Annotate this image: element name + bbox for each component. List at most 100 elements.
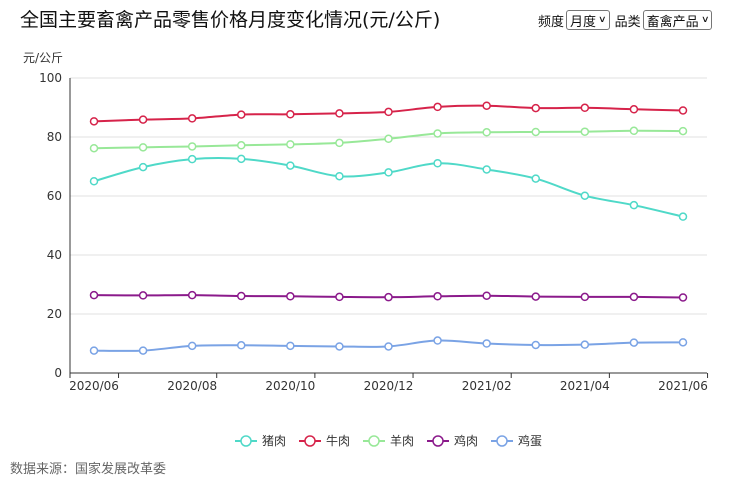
y-tick-label: 60 (47, 189, 62, 203)
data-point (286, 110, 295, 119)
chevron-down-icon: ∨ (598, 15, 607, 25)
data-point (482, 339, 491, 348)
frequency-label: 频度 (538, 14, 565, 30)
legend-label: 猪肉 (262, 434, 286, 448)
legend-item[interactable]: 鸡肉 (427, 433, 478, 448)
legend-label: 牛肉 (326, 433, 350, 448)
data-point (580, 103, 590, 113)
data-point (482, 128, 491, 137)
data-point (678, 212, 688, 221)
x-tick-label: 2020/06 (69, 379, 119, 393)
data-point (286, 292, 295, 301)
data-point (482, 165, 491, 174)
data-point (433, 336, 442, 345)
data-point (89, 177, 99, 186)
data-point (433, 292, 442, 301)
data-point (629, 105, 639, 114)
y-tick-label: 0 (54, 366, 62, 380)
data-point (580, 340, 590, 349)
data-point (187, 341, 197, 351)
category-label: 品类 (614, 14, 641, 30)
data-point (138, 346, 148, 355)
data-source: 数据来源：国家发展改革委 (10, 462, 167, 477)
data-point (138, 162, 148, 172)
y-tick-label: 20 (47, 307, 62, 321)
chevron-down-icon: ∨ (700, 15, 710, 25)
x-tick-label: 2020/12 (364, 379, 414, 393)
x-tick-label: 2020/08 (167, 379, 217, 393)
data-point (335, 109, 344, 118)
data-point (237, 341, 246, 350)
legend-label: 羊肉 (390, 433, 414, 448)
x-tick-label: 2020/10 (265, 379, 315, 393)
frequency-select[interactable]: 月度 ∨ (566, 10, 610, 30)
legend-item[interactable]: 鸡蛋 (491, 433, 542, 448)
legend-label: 鸡蛋 (518, 433, 542, 448)
data-point (678, 338, 688, 347)
chart-title: 全国主要畜禽产品零售价格月度变化情况(元/公斤) (20, 9, 441, 31)
data-point (286, 161, 295, 170)
data-point (237, 110, 246, 119)
data-point (531, 127, 540, 137)
y-tick-label: 40 (47, 248, 62, 262)
category-select[interactable]: 畜禽产品 ∨ (642, 10, 713, 30)
legend-item[interactable]: 猪肉 (235, 434, 286, 448)
x-tick-label: 2021/04 (560, 379, 610, 393)
data-point (237, 141, 246, 150)
data-point (629, 126, 639, 136)
y-axis-label: 元/公斤 (23, 51, 63, 65)
legend-marker-icon (240, 435, 252, 447)
data-point (89, 143, 99, 153)
legend-item[interactable]: 牛肉 (299, 433, 350, 448)
data-point (335, 292, 344, 302)
data-point (678, 126, 688, 136)
data-point (384, 168, 393, 177)
data-point (531, 340, 540, 350)
data-point (89, 346, 99, 355)
data-point (335, 342, 344, 351)
data-point (237, 291, 246, 301)
legend-item[interactable]: 羊肉 (363, 433, 414, 448)
data-point (433, 159, 442, 168)
chart-controls: 频度 月度 ∨ 品类 畜禽产品 ∨ (538, 10, 717, 30)
data-point (629, 292, 639, 302)
data-point (678, 293, 688, 302)
data-point (187, 142, 197, 151)
data-point (187, 154, 197, 164)
data-point (580, 191, 590, 200)
legend-label: 鸡肉 (454, 433, 478, 448)
series-line-0 (93, 157, 684, 218)
data-point (286, 140, 295, 149)
data-point (89, 117, 99, 126)
data-point (286, 341, 295, 351)
data-point (384, 107, 393, 117)
data-point (531, 174, 540, 183)
x-tick-label: 2021/06 (658, 379, 708, 393)
data-point (384, 292, 393, 302)
data-point (678, 106, 688, 115)
data-point (138, 115, 148, 124)
x-tick-label: 2021/02 (462, 379, 512, 393)
frequency-select-value: 月度 (570, 14, 597, 30)
legend-marker-icon (432, 435, 444, 447)
data-point (531, 292, 540, 301)
data-point (138, 291, 148, 300)
data-point (384, 134, 393, 144)
data-point (433, 102, 442, 112)
data-point (482, 101, 491, 110)
data-point (237, 154, 246, 164)
y-tick-label: 100 (39, 71, 62, 85)
data-point (580, 292, 590, 302)
legend-marker-icon (496, 435, 508, 447)
y-tick-label: 80 (47, 130, 62, 144)
data-point (335, 138, 344, 148)
data-point (89, 290, 99, 300)
data-point (187, 290, 197, 300)
data-point (335, 171, 344, 181)
data-point (482, 291, 491, 300)
data-point (384, 342, 393, 351)
data-point (629, 338, 639, 347)
data-point (433, 129, 442, 138)
category-select-value: 畜禽产品 (646, 14, 699, 30)
